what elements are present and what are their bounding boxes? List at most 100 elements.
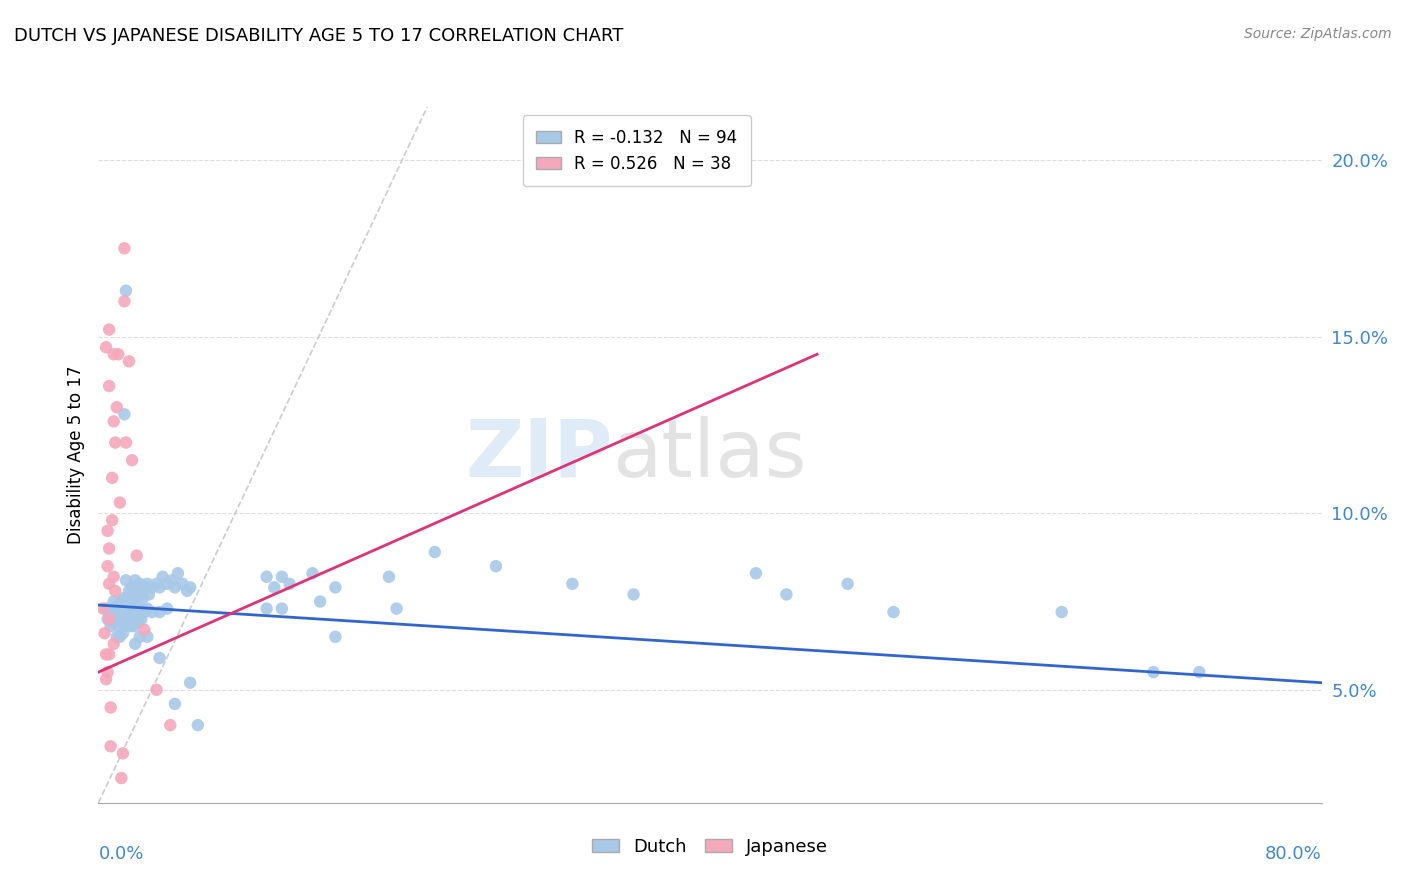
Point <box>149 580 172 594</box>
Point <box>423 545 446 559</box>
Point <box>100 619 122 633</box>
Point <box>91 601 114 615</box>
Point <box>156 577 179 591</box>
Point <box>129 612 152 626</box>
Point <box>132 591 155 605</box>
Point <box>100 739 122 754</box>
Point <box>129 587 152 601</box>
Point <box>111 626 134 640</box>
Point <box>118 583 141 598</box>
Text: atlas: atlas <box>612 416 807 494</box>
Point <box>112 294 135 309</box>
Point <box>101 608 124 623</box>
Point <box>107 347 129 361</box>
Point <box>104 583 127 598</box>
Point <box>145 682 167 697</box>
Point <box>256 570 278 584</box>
Point <box>378 570 401 584</box>
Point <box>94 340 117 354</box>
Text: Source: ZipAtlas.com: Source: ZipAtlas.com <box>1244 27 1392 41</box>
Point <box>98 612 121 626</box>
Point <box>623 587 645 601</box>
Point <box>97 612 120 626</box>
Point <box>141 605 163 619</box>
Point <box>837 577 859 591</box>
Point <box>134 580 156 594</box>
Point <box>105 612 128 626</box>
Point <box>120 594 142 608</box>
Point <box>152 570 174 584</box>
Point <box>121 580 143 594</box>
Point <box>112 619 135 633</box>
Point <box>101 513 124 527</box>
Point <box>270 601 292 615</box>
Y-axis label: Disability Age 5 to 17: Disability Age 5 to 17 <box>66 366 84 544</box>
Point <box>107 598 129 612</box>
Point <box>115 284 138 298</box>
Point <box>115 574 138 588</box>
Point <box>93 626 115 640</box>
Point <box>127 587 149 601</box>
Point <box>270 570 292 584</box>
Point <box>103 615 125 630</box>
Point <box>156 601 179 615</box>
Point <box>121 453 143 467</box>
Point <box>485 559 508 574</box>
Point <box>115 605 138 619</box>
Point <box>163 697 186 711</box>
Point <box>179 675 201 690</box>
Point <box>118 354 141 368</box>
Point <box>120 619 142 633</box>
Point <box>115 435 138 450</box>
Point <box>101 471 124 485</box>
Point <box>167 566 190 581</box>
Point <box>104 601 127 615</box>
Point <box>103 347 125 361</box>
Point <box>97 665 120 680</box>
Point <box>118 608 141 623</box>
Point <box>263 580 285 594</box>
Text: 80.0%: 80.0% <box>1265 845 1322 863</box>
Point <box>94 601 117 615</box>
Point <box>122 619 145 633</box>
Point <box>97 559 120 574</box>
Point <box>107 619 129 633</box>
Point <box>141 580 163 594</box>
Point <box>98 605 121 619</box>
Point <box>94 648 117 662</box>
Point <box>301 566 323 581</box>
Point <box>108 605 131 619</box>
Point <box>124 637 146 651</box>
Text: 0.0%: 0.0% <box>98 845 143 863</box>
Point <box>128 577 150 591</box>
Point <box>112 241 135 255</box>
Point <box>103 594 125 608</box>
Point <box>1050 605 1073 619</box>
Point <box>145 577 167 591</box>
Point <box>98 577 121 591</box>
Point <box>117 615 139 630</box>
Point <box>121 605 143 619</box>
Point <box>883 605 905 619</box>
Point <box>98 379 121 393</box>
Point <box>128 601 150 615</box>
Point <box>256 601 278 615</box>
Point <box>105 401 128 415</box>
Point <box>136 630 159 644</box>
Point <box>110 594 132 608</box>
Point <box>94 672 117 686</box>
Point <box>1188 665 1211 680</box>
Point <box>172 577 194 591</box>
Point <box>159 718 181 732</box>
Point <box>1142 665 1164 680</box>
Point <box>97 524 120 538</box>
Point <box>122 591 145 605</box>
Point <box>125 612 148 626</box>
Point <box>149 651 172 665</box>
Point <box>111 747 134 761</box>
Point <box>105 630 128 644</box>
Point <box>103 414 125 428</box>
Point <box>108 495 131 509</box>
Point <box>163 580 186 594</box>
Point <box>561 577 583 591</box>
